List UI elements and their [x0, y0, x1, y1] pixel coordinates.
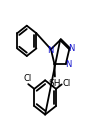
Text: N: N: [65, 60, 71, 69]
Text: SH: SH: [49, 79, 61, 88]
Text: Cl: Cl: [23, 74, 31, 84]
Text: N: N: [68, 44, 75, 53]
Text: Cl: Cl: [63, 79, 71, 88]
Text: N: N: [47, 46, 53, 55]
